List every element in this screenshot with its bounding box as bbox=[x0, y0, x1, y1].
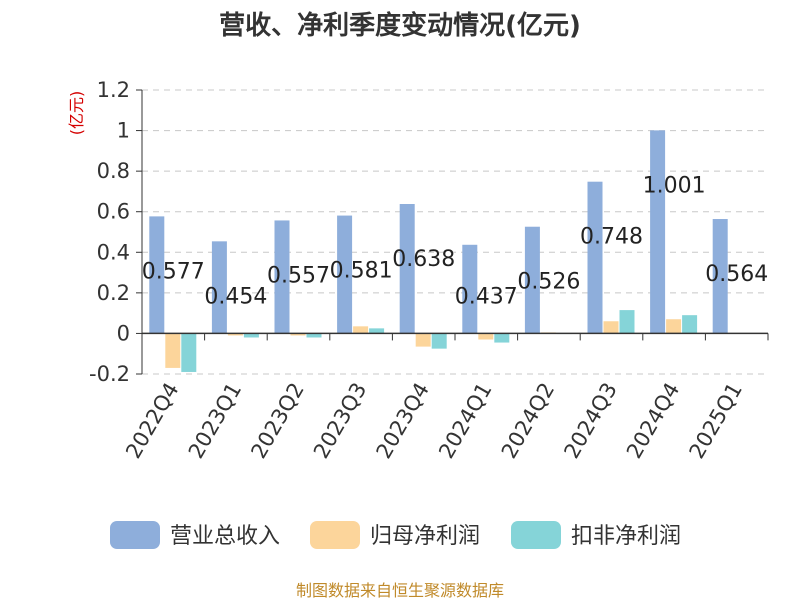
data-label-2024Q4: 1.001 bbox=[643, 173, 706, 198]
legend-item-deducted-net-profit[interactable]: 扣非净利润 bbox=[511, 521, 681, 549]
data-label-2022Q4: 0.577 bbox=[142, 259, 205, 284]
bar-deducted-net-profit-2024Q4[interactable] bbox=[682, 315, 698, 334]
chart-title: 营收、净利季度变动情况(亿元) bbox=[219, 10, 581, 41]
bars bbox=[149, 130, 760, 372]
bar-net-profit-2023Q2[interactable] bbox=[290, 333, 306, 336]
bar-deducted-net-profit-2023Q2[interactable] bbox=[306, 333, 322, 338]
legend-label: 营业总收入 bbox=[170, 524, 280, 549]
data-label-2023Q1: 0.454 bbox=[204, 284, 267, 309]
legend-label: 归母净利润 bbox=[370, 524, 480, 549]
bar-net-profit-2024Q3[interactable] bbox=[603, 321, 619, 334]
y-tick-label: -0.2 bbox=[89, 362, 130, 386]
x-tick-label-2023Q3: 2023Q3 bbox=[309, 379, 371, 463]
x-tick-label-2025Q1: 2025Q1 bbox=[685, 379, 747, 463]
bar-deducted-net-profit-2023Q1[interactable] bbox=[243, 333, 259, 338]
bar-net-profit-2023Q4[interactable] bbox=[415, 333, 431, 347]
data-label-2023Q2: 0.557 bbox=[267, 263, 330, 288]
bar-revenue-2024Q2[interactable] bbox=[524, 226, 540, 334]
bar-net-profit-2024Q4[interactable] bbox=[666, 319, 682, 334]
x-tick-label-2024Q3: 2024Q3 bbox=[559, 379, 621, 463]
legend-swatch bbox=[310, 521, 360, 549]
bar-revenue-2023Q4[interactable] bbox=[399, 204, 415, 334]
data-label-2024Q1: 0.437 bbox=[455, 284, 518, 309]
legend[interactable]: 营业总收入 归母净利润 扣非净利润 bbox=[110, 521, 681, 549]
y-axis-unit-label: (亿元) bbox=[67, 91, 86, 136]
bar-deducted-net-profit-2024Q3[interactable] bbox=[619, 310, 635, 334]
y-tick-label: 0.2 bbox=[97, 281, 130, 305]
x-tick-label-2023Q2: 2023Q2 bbox=[246, 379, 308, 463]
bar-deducted-net-profit-2023Q3[interactable] bbox=[369, 328, 385, 334]
bar-revenue-2023Q1[interactable] bbox=[211, 241, 227, 334]
bar-revenue-2024Q1[interactable] bbox=[462, 244, 478, 334]
data-label-2025Q1: 0.564 bbox=[705, 262, 768, 287]
bar-revenue-2024Q4[interactable] bbox=[650, 130, 666, 334]
source-note: 制图数据来自恒生聚源数据库 bbox=[296, 581, 504, 600]
legend-swatch bbox=[511, 521, 561, 549]
y-tick-label: 1 bbox=[117, 119, 130, 143]
x-tick-label-2024Q2: 2024Q2 bbox=[497, 379, 559, 463]
legend-item-net-profit[interactable]: 归母净利润 bbox=[310, 521, 480, 549]
legend-label: 扣非净利润 bbox=[571, 524, 681, 549]
x-tick-label-2022Q4: 2022Q4 bbox=[121, 379, 183, 463]
data-label-2024Q3: 0.748 bbox=[580, 225, 643, 250]
data-label-2023Q3: 0.581 bbox=[330, 259, 393, 284]
bar-net-profit-2023Q3[interactable] bbox=[353, 326, 369, 334]
bar-revenue-2023Q3[interactable] bbox=[337, 215, 353, 334]
bar-revenue-2023Q2[interactable] bbox=[274, 220, 290, 334]
bar-deducted-net-profit-2024Q1[interactable] bbox=[494, 333, 510, 343]
x-tick-label-2023Q1: 2023Q1 bbox=[184, 379, 246, 463]
bar-net-profit-2022Q4[interactable] bbox=[165, 333, 181, 368]
y-tick-label: 0 bbox=[117, 321, 130, 345]
y-tick-label: 0.4 bbox=[97, 240, 130, 264]
bar-revenue-2024Q3[interactable] bbox=[587, 181, 603, 334]
y-tick-label: 0.8 bbox=[97, 159, 130, 183]
bar-net-profit-2023Q1[interactable] bbox=[227, 333, 243, 336]
bar-revenue-2022Q4[interactable] bbox=[149, 216, 165, 334]
x-tick-label-2024Q1: 2024Q1 bbox=[434, 379, 496, 463]
data-label-2023Q4: 0.638 bbox=[392, 247, 455, 272]
y-tick-label: 1.2 bbox=[97, 78, 130, 102]
grid-lines bbox=[142, 89, 768, 375]
bar-revenue-2025Q1[interactable] bbox=[712, 219, 728, 334]
x-tick-label-2024Q4: 2024Q4 bbox=[622, 379, 684, 463]
data-label-2024Q2: 0.526 bbox=[517, 270, 580, 295]
legend-item-revenue[interactable]: 营业总收入 bbox=[110, 521, 280, 549]
x-tick-label-2023Q4: 2023Q4 bbox=[372, 379, 434, 463]
legend-swatch bbox=[110, 521, 160, 549]
bar-deducted-net-profit-2023Q4[interactable] bbox=[431, 333, 447, 349]
bar-deducted-net-profit-2022Q4[interactable] bbox=[181, 333, 197, 372]
bar-net-profit-2024Q1[interactable] bbox=[478, 333, 494, 340]
y-tick-label: 0.6 bbox=[97, 200, 130, 224]
